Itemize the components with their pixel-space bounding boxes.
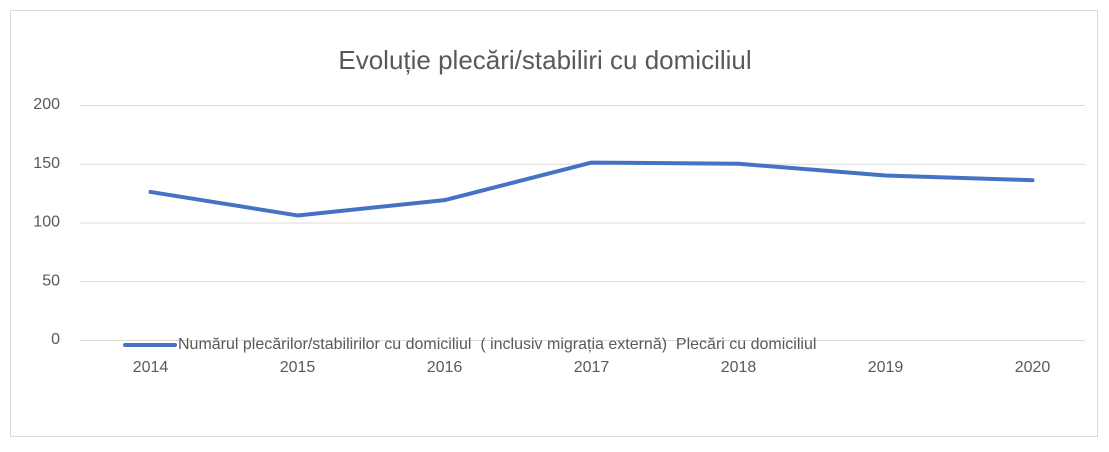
x-tick-label: 2014 — [133, 359, 169, 376]
x-tick-label: 2017 — [574, 359, 610, 376]
chart-title: Evoluție plecări/stabiliri cu domiciliul — [338, 45, 751, 75]
y-tick-label: 100 — [33, 214, 60, 231]
legend-label: Numărul plecărilor/stabilirilor cu domic… — [178, 336, 816, 353]
x-tick-label: 2018 — [721, 359, 757, 376]
y-tick-label: 50 — [42, 272, 60, 289]
x-tick-label: 2019 — [868, 359, 904, 376]
y-tick-label: 200 — [33, 96, 60, 113]
data-line — [148, 160, 1035, 218]
y-tick-label: 0 — [51, 331, 60, 348]
x-tick-label: 2015 — [280, 359, 316, 376]
x-tick-label: 2020 — [1015, 359, 1051, 376]
x-tick-label: 2016 — [427, 359, 463, 376]
y-tick-label: 150 — [33, 155, 60, 172]
